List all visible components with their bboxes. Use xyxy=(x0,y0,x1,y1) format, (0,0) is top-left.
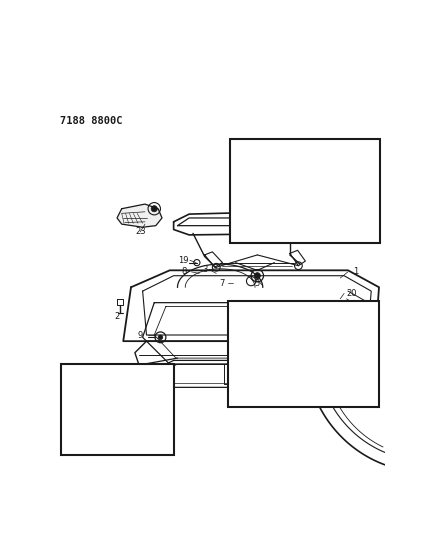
Text: 19: 19 xyxy=(178,256,189,265)
Text: 3: 3 xyxy=(365,304,370,313)
Text: 26: 26 xyxy=(234,338,245,347)
Polygon shape xyxy=(68,378,127,430)
Circle shape xyxy=(254,273,260,279)
Text: 7188 8800C: 7188 8800C xyxy=(59,116,122,126)
Text: 9: 9 xyxy=(138,330,143,340)
Polygon shape xyxy=(242,178,336,199)
Text: 18: 18 xyxy=(277,209,288,219)
Circle shape xyxy=(158,335,163,340)
Text: 5: 5 xyxy=(287,302,292,311)
Bar xyxy=(61,364,174,455)
Text: 2: 2 xyxy=(114,312,120,321)
Circle shape xyxy=(314,184,320,190)
Text: 4: 4 xyxy=(249,206,254,215)
Text: 17: 17 xyxy=(368,192,378,201)
Polygon shape xyxy=(255,326,278,345)
Text: 24: 24 xyxy=(343,344,353,353)
Text: 14: 14 xyxy=(273,143,283,151)
Text: 13: 13 xyxy=(233,161,243,170)
Text: 22: 22 xyxy=(246,375,256,384)
Text: 12: 12 xyxy=(140,417,150,426)
Text: 5: 5 xyxy=(255,279,260,288)
Text: 20: 20 xyxy=(347,289,357,298)
Text: 3: 3 xyxy=(202,265,207,274)
Text: 25: 25 xyxy=(288,391,299,400)
Polygon shape xyxy=(117,204,162,227)
Circle shape xyxy=(265,334,269,338)
Polygon shape xyxy=(270,314,297,329)
Text: 16: 16 xyxy=(335,198,345,207)
Polygon shape xyxy=(335,172,371,201)
Text: 8: 8 xyxy=(181,268,186,276)
Text: 28: 28 xyxy=(241,313,251,322)
Bar xyxy=(230,140,380,244)
Text: 15: 15 xyxy=(362,167,373,176)
Polygon shape xyxy=(122,400,145,417)
Text: 27: 27 xyxy=(236,325,247,334)
Text: 23: 23 xyxy=(135,227,146,236)
Circle shape xyxy=(109,398,122,410)
Circle shape xyxy=(306,176,328,198)
Text: 11: 11 xyxy=(141,394,152,403)
Circle shape xyxy=(151,206,158,212)
Bar xyxy=(228,301,379,407)
Text: 1: 1 xyxy=(353,268,358,276)
Polygon shape xyxy=(242,155,269,183)
Text: 7: 7 xyxy=(220,279,225,288)
